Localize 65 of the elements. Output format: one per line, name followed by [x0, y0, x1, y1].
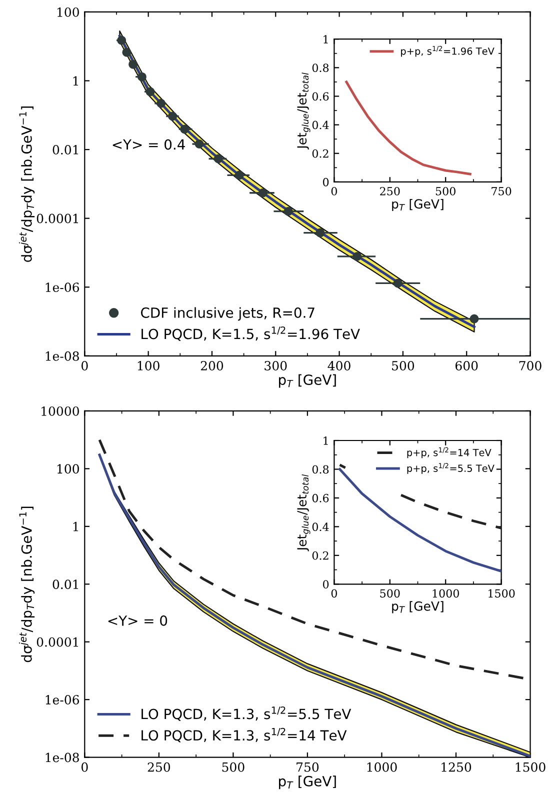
y-tick-label: 100: [57, 464, 79, 474]
y-tick-label: 0.2: [312, 551, 328, 560]
legend-label: p+p, s$^{1/2}$=5.5 TeV: [407, 463, 494, 474]
y-tick-label: 1: [324, 436, 328, 445]
y-tick-label: 0: [323, 178, 329, 186]
x-tick-label: 500: [380, 589, 400, 598]
y-tick-label: 0.4: [312, 522, 329, 532]
y-tick-label: 1e-06: [46, 282, 80, 292]
y-tick-label: 1e-08: [46, 752, 79, 762]
y-tick-label: 1: [73, 522, 78, 532]
y-tick-label: 0.01: [52, 145, 78, 154]
x-tick-label: 250: [380, 187, 400, 196]
y-tick-label: 10000: [42, 406, 79, 416]
y-tick-label: 0.8: [312, 64, 329, 72]
x-tick-label: 1500: [488, 589, 515, 598]
y-tick-label: 0.01: [52, 580, 78, 590]
x-tick-label: 0: [82, 360, 88, 370]
legend-label: p+p, s$^{1/2}$=1.96 TeV: [401, 46, 494, 57]
y-axis-title: Jet$_{glue}$/Jet$_{total}$: [297, 474, 310, 552]
y-tick-label: 0.4: [312, 120, 329, 130]
x-tick-label: 500: [222, 762, 244, 772]
legend-label: p+p, s$^{1/2}$=14 TeV: [407, 447, 492, 458]
x-tick-label: 1000: [432, 589, 459, 598]
y-tick-label: 0.0001: [36, 637, 78, 647]
y-axis-title: dσ$^{jet}$/dp$_{T}$dy [nb.GeV$^{−1}$]: [18, 506, 35, 662]
x-tick-label: 200: [200, 360, 224, 370]
x-tick-label: 400: [328, 360, 350, 370]
y-tick-label: 1: [73, 76, 78, 86]
x-axis-title: p$_{T}$ [GeV]: [392, 198, 444, 212]
y-tick-label: 1e-06: [46, 695, 80, 705]
legend-label: LO PQCD, K=1.3, s$^{1/2}$=14 TeV: [142, 728, 347, 742]
y-tick-label: 1: [324, 35, 328, 44]
x-axis-title: p$_{T}$ [GeV]: [279, 374, 336, 388]
x-tick-label: 500: [436, 187, 456, 196]
x-axis-title: p$_{T}$ [GeV]: [279, 776, 336, 790]
annotation: <Y> = 0: [108, 615, 168, 626]
legend-label: LO PQCD, K=1.5, s$^{1/2}$=1.96 TeV: [142, 326, 360, 341]
annotation: <Y> = 0.4: [112, 139, 185, 150]
y-axis-title: Jet$_{glue}$/Jet$_{total}$: [297, 72, 310, 150]
x-tick-label: 0: [331, 589, 337, 598]
x-tick-label: 0: [82, 762, 88, 772]
x-tick-label: 300: [264, 360, 287, 370]
x-tick-label: 0: [331, 187, 337, 196]
y-axis-title: dσ$^{jet}$/dp$_{T}$dy [nb.GeV$^{−1}$]: [18, 106, 35, 262]
x-axis-title: p$_{T}$ [GeV]: [392, 601, 444, 614]
x-tick-label: 750: [296, 762, 319, 772]
x-tick-label: 1250: [442, 762, 472, 772]
x-tick-label: 250: [148, 762, 170, 772]
legend-label: LO PQCD, K=1.3, s$^{1/2}$=5.5 TeV: [142, 706, 352, 721]
x-tick-label: 100: [138, 360, 160, 370]
y-tick-label: 0.6: [312, 494, 329, 502]
x-tick-label: 700: [519, 360, 542, 370]
legend-label: CDF inclusive jets, R=0.7: [141, 307, 314, 321]
y-tick-label: 0.8: [312, 465, 329, 474]
x-tick-label: 600: [456, 360, 478, 370]
x-tick-label: 750: [492, 187, 512, 196]
y-tick-label: 0: [323, 580, 329, 589]
y-tick-label: 0.2: [312, 149, 328, 158]
y-tick-label: 1e-08: [46, 351, 79, 361]
y-tick-label: 0.0001: [36, 214, 78, 224]
y-tick-label: 0.6: [312, 92, 329, 101]
y-tick-label: 100: [57, 7, 79, 17]
x-tick-label: 500: [392, 360, 414, 370]
x-tick-label: 1000: [367, 762, 397, 772]
x-tick-label: 1500: [516, 762, 546, 772]
